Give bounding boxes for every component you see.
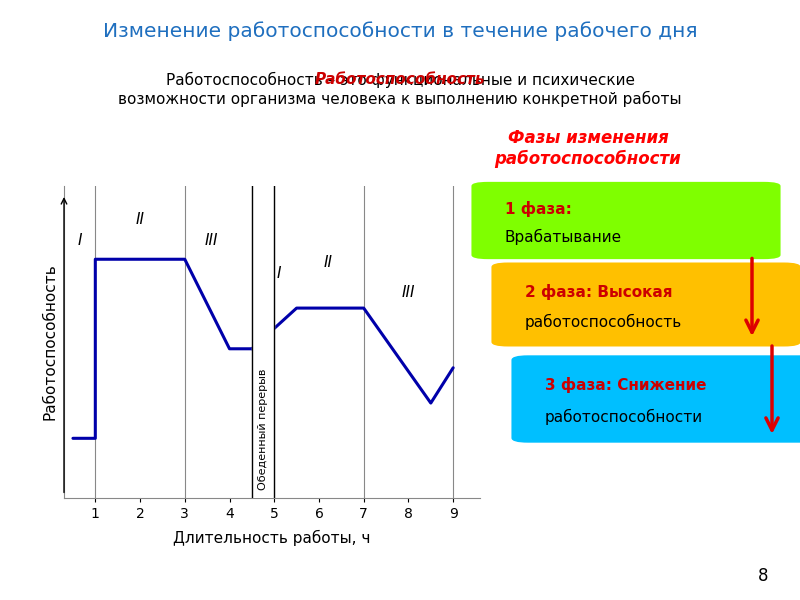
Text: I: I bbox=[277, 266, 281, 281]
Text: 1 фаза:: 1 фаза: bbox=[505, 201, 571, 217]
Text: II: II bbox=[135, 212, 145, 227]
FancyBboxPatch shape bbox=[491, 263, 800, 346]
FancyBboxPatch shape bbox=[471, 182, 781, 259]
Text: Врабатывание: Врабатывание bbox=[505, 229, 622, 245]
Text: 2 фаза: Высокая: 2 фаза: Высокая bbox=[525, 284, 672, 299]
Text: II: II bbox=[323, 255, 333, 270]
Text: Работоспособность – это функциональные и психические
возможности организма челов: Работоспособность – это функциональные и… bbox=[118, 72, 682, 107]
Text: I: I bbox=[78, 233, 82, 248]
Text: Работоспособность: Работоспособность bbox=[314, 72, 486, 87]
Text: работоспособности: работоспособности bbox=[545, 409, 702, 425]
FancyBboxPatch shape bbox=[511, 355, 800, 443]
Text: Обеденный перерыв: Обеденный перерыв bbox=[258, 368, 268, 490]
Text: 3 фаза: Снижение: 3 фаза: Снижение bbox=[545, 377, 706, 393]
Bar bbox=[252, 186, 274, 498]
Text: III: III bbox=[402, 285, 415, 300]
Text: Фазы изменения
работоспособности: Фазы изменения работоспособности bbox=[494, 129, 682, 168]
Y-axis label: Работоспособность: Работоспособность bbox=[42, 263, 57, 421]
Text: Изменение работоспособности в течение рабочего дня: Изменение работоспособности в течение ра… bbox=[102, 21, 698, 41]
X-axis label: Длительность работы, ч: Длительность работы, ч bbox=[174, 529, 370, 545]
Text: III: III bbox=[205, 233, 218, 248]
Text: работоспособность: работоспособность bbox=[525, 313, 682, 329]
Text: 8: 8 bbox=[758, 567, 768, 585]
